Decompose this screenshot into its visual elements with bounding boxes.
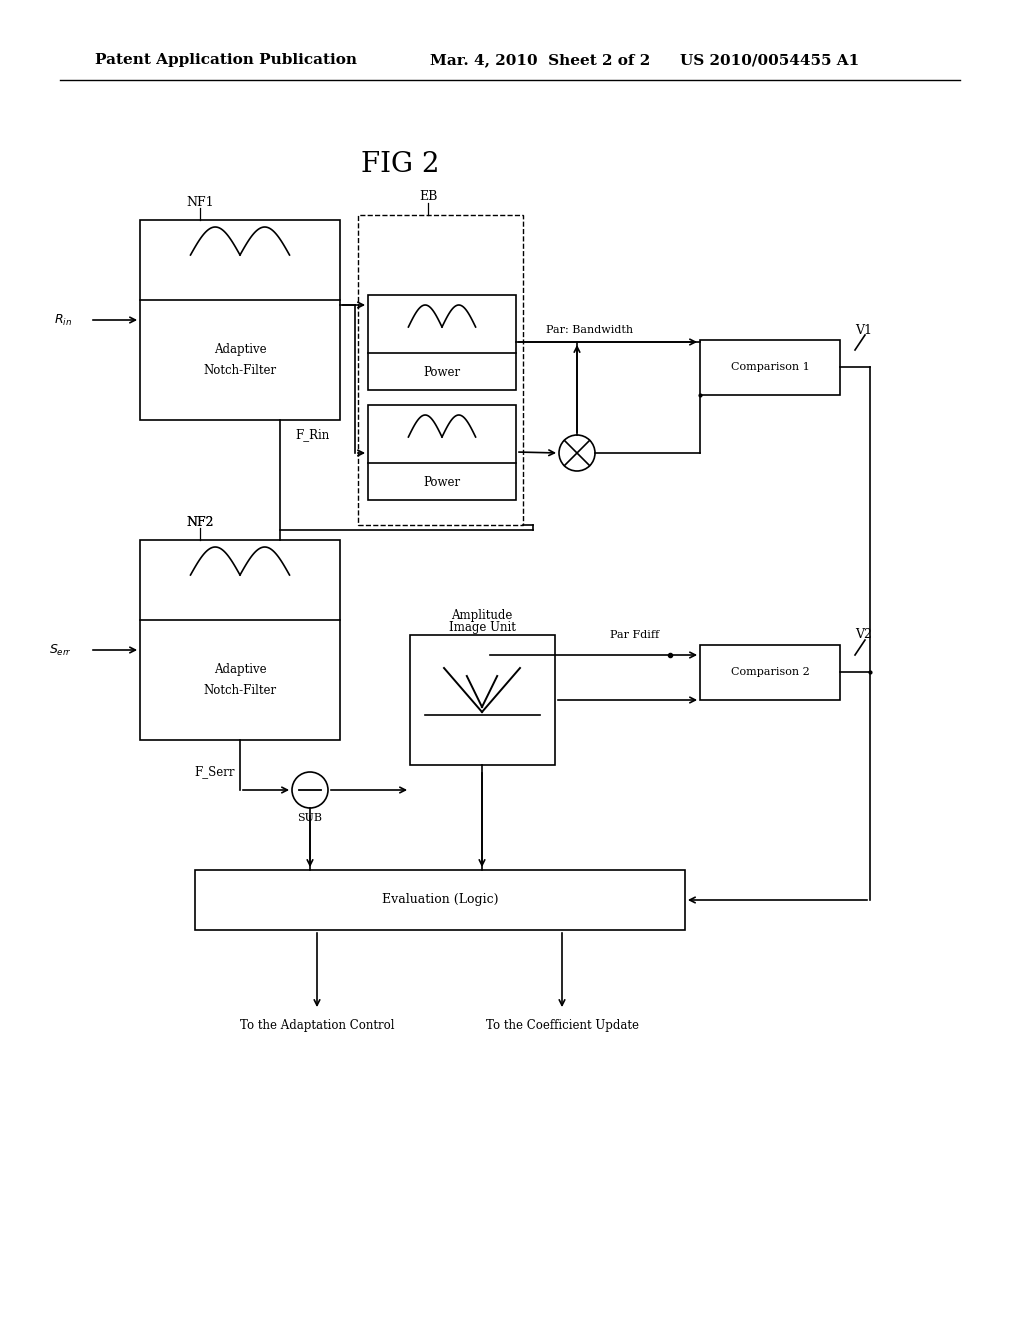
- Text: Notch-Filter: Notch-Filter: [204, 684, 276, 697]
- Text: SUB: SUB: [298, 813, 323, 822]
- Text: US 2010/0054455 A1: US 2010/0054455 A1: [680, 53, 859, 67]
- Bar: [358, 215, 523, 525]
- Text: Adaptive: Adaptive: [214, 664, 266, 676]
- Text: Evaluation (Logic): Evaluation (Logic): [382, 894, 499, 907]
- Bar: [410, 635, 555, 766]
- Bar: [700, 341, 840, 395]
- Bar: [368, 405, 516, 500]
- Text: Power: Power: [424, 366, 461, 379]
- Text: F_Serr: F_Serr: [195, 766, 234, 779]
- Text: EB: EB: [419, 190, 437, 203]
- Text: Adaptive: Adaptive: [214, 343, 266, 356]
- Bar: [140, 540, 340, 741]
- Text: Mar. 4, 2010  Sheet 2 of 2: Mar. 4, 2010 Sheet 2 of 2: [430, 53, 650, 67]
- Text: Notch-Filter: Notch-Filter: [204, 363, 276, 376]
- Text: $S_{err}$: $S_{err}$: [49, 643, 72, 657]
- Text: NF1: NF1: [186, 195, 214, 209]
- Bar: [195, 870, 685, 931]
- Text: Patent Application Publication: Patent Application Publication: [95, 53, 357, 67]
- Text: NF2: NF2: [186, 516, 214, 528]
- Text: $R_{in}$: $R_{in}$: [54, 313, 72, 327]
- Text: To the Coefficient Update: To the Coefficient Update: [485, 1019, 639, 1031]
- Text: Par: Bandwidth: Par: Bandwidth: [546, 325, 633, 335]
- Text: V2: V2: [855, 628, 871, 642]
- Text: NF2: NF2: [186, 516, 214, 528]
- Text: Par Fdiff: Par Fdiff: [610, 630, 659, 640]
- Text: To the Adaptation Control: To the Adaptation Control: [240, 1019, 394, 1031]
- Text: Comparison 1: Comparison 1: [731, 362, 809, 372]
- Text: Comparison 2: Comparison 2: [731, 667, 809, 677]
- Bar: [700, 645, 840, 700]
- Text: V1: V1: [855, 323, 872, 337]
- Text: FIG 2: FIG 2: [360, 152, 439, 178]
- Text: F_Rin: F_Rin: [295, 429, 330, 441]
- Text: Image Unit: Image Unit: [449, 622, 515, 635]
- Text: Amplitude: Amplitude: [452, 609, 513, 622]
- Bar: [140, 220, 340, 420]
- Text: Power: Power: [424, 475, 461, 488]
- Bar: [368, 294, 516, 389]
